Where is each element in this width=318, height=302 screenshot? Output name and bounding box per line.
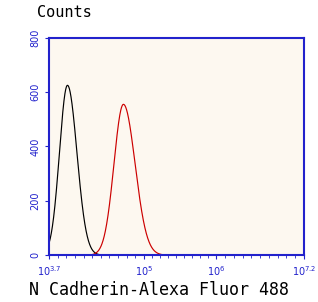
Text: Counts: Counts — [37, 5, 91, 20]
Text: N Cadherin-Alexa Fluor 488: N Cadherin-Alexa Fluor 488 — [29, 281, 289, 299]
